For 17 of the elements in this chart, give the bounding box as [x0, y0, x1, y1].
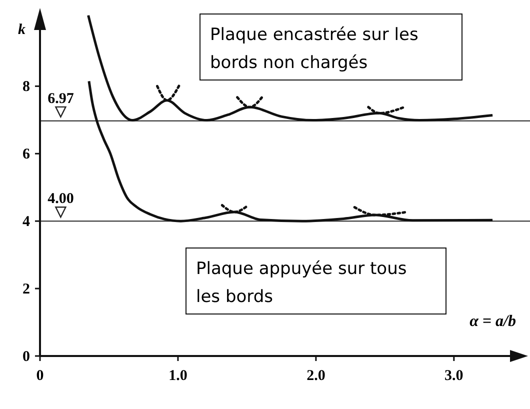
x-tick-label: 1.0 [168, 368, 188, 384]
x-tick-label: 0 [36, 368, 44, 384]
y-tick-label: 4 [22, 214, 30, 230]
y-tick-label: 2 [22, 282, 30, 298]
y-axis-title: k [18, 22, 26, 38]
ref-line-label: 4.00 [48, 191, 74, 208]
line-series [87, 14, 494, 122]
ref-line-label: 6.97 [48, 90, 74, 107]
line-series [88, 80, 494, 222]
y-tick-label: 8 [22, 79, 30, 96]
annotation: Plaque appuyée sur tous les bords [196, 259, 407, 307]
annotation: Plaque encastrée sur les bords non chargés [210, 25, 418, 73]
x-tick-label: 2.0 [306, 368, 326, 384]
y-tick-label: 0 [22, 349, 30, 365]
x-tick-label: 3.0 [444, 368, 464, 384]
y-tick-label: 6 [22, 146, 30, 163]
x-axis-title: α = a/b [470, 313, 516, 330]
